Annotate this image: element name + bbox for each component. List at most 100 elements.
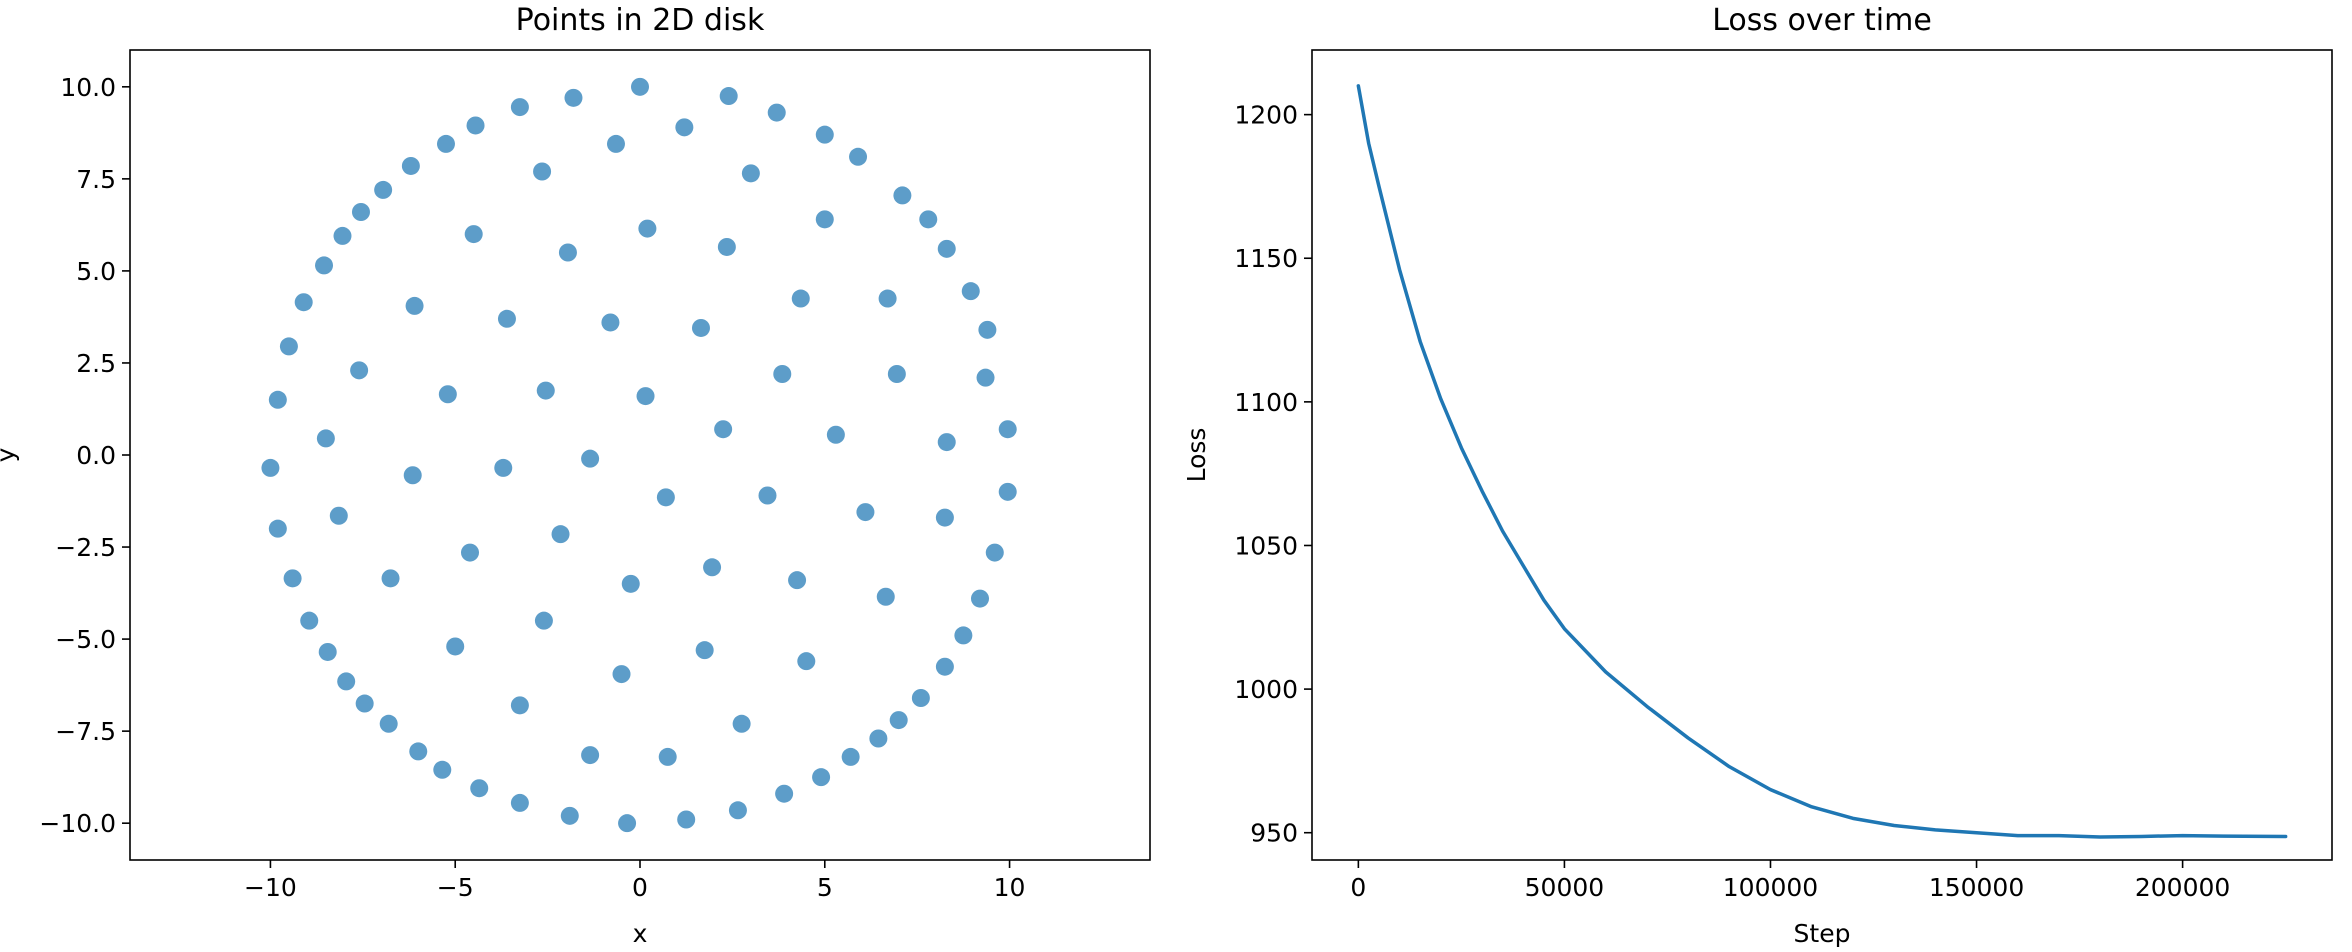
scatter-point: [658, 747, 677, 766]
scatter-point: [268, 519, 287, 538]
scatter-point: [470, 779, 489, 798]
scatter-point: [329, 506, 348, 525]
scatter-point: [279, 337, 298, 356]
scatter-point: [405, 296, 424, 315]
scatter-point: [510, 696, 529, 715]
scatter-point: [433, 760, 452, 779]
scatter-y-tick-label: 0.0: [76, 441, 116, 470]
loss-x-tick-label: 200000: [2135, 873, 2230, 902]
scatter-plot-frame: [129, 49, 1151, 861]
scatter-point: [937, 239, 956, 258]
scatter-point: [849, 147, 868, 166]
scatter-y-tick-label: −10.0: [39, 809, 116, 838]
scatter-point: [636, 387, 655, 406]
scatter-point: [409, 742, 428, 761]
scatter-point: [564, 88, 583, 107]
scatter-point: [601, 313, 620, 332]
scatter-x-tick-label: 10: [994, 873, 1026, 902]
scatter-point: [581, 746, 600, 765]
scatter-point: [551, 525, 570, 544]
scatter-point: [961, 282, 980, 301]
scatter-point: [978, 320, 997, 339]
scatter-point: [261, 458, 280, 477]
scatter-point: [797, 652, 816, 671]
scatter-point: [937, 433, 956, 452]
loss-plot-frame: [1311, 49, 2333, 861]
scatter-point: [911, 689, 930, 707]
scatter-point: [560, 806, 579, 825]
scatter-y-tick-label: 10.0: [60, 73, 116, 102]
scatter-point: [998, 420, 1017, 439]
scatter-point: [976, 368, 995, 387]
loss-y-tick-label: 1000: [1234, 675, 1298, 704]
scatter-point: [461, 543, 479, 562]
scatter-y-axis-label: y: [0, 447, 20, 462]
scatter-point: [815, 125, 834, 144]
loss-x-tick-label: 0: [1350, 873, 1366, 902]
scatter-point: [438, 385, 457, 404]
scatter-point: [815, 210, 834, 229]
scatter-point: [300, 611, 319, 630]
scatter-points: [261, 77, 1017, 833]
scatter-y-tick-label: −5.0: [55, 625, 116, 654]
scatter-point: [466, 116, 485, 135]
scatter-y-tick-label: 7.5: [76, 165, 116, 194]
scatter-point: [446, 637, 465, 656]
scatter-point: [510, 793, 529, 812]
loss-x-tick-label: 100000: [1723, 873, 1818, 902]
loss-chart: Loss over time 0 50000 100000 150000 200000 …: [1182, 3, 2333, 948]
scatter-point: [691, 318, 710, 337]
scatter-point: [510, 98, 529, 117]
scatter-point: [717, 237, 736, 256]
scatter-point: [971, 589, 989, 608]
scatter-point: [618, 814, 637, 833]
scatter-point: [876, 587, 895, 606]
loss-y-tick-label: 1050: [1234, 531, 1298, 560]
scatter-point: [812, 768, 831, 787]
scatter-point: [741, 164, 760, 183]
scatter-point: [826, 425, 845, 444]
scatter-x-tick-label: 5: [817, 873, 833, 902]
scatter-point: [268, 390, 287, 409]
scatter-point: [403, 466, 422, 485]
scatter-point: [773, 365, 792, 383]
scatter-point: [954, 626, 973, 645]
scatter-point: [612, 665, 631, 684]
scatter-point: [869, 729, 888, 748]
scatter-x-tick-label: −5: [437, 873, 474, 902]
scatter-y-tick-label: −7.5: [55, 717, 116, 746]
scatter-point: [767, 103, 786, 122]
scatter-point: [350, 361, 369, 380]
scatter-point: [536, 381, 555, 400]
loss-x-ticks: 0 50000 100000 150000 200000: [1350, 860, 2230, 902]
loss-x-tick-label: 150000: [1929, 873, 2024, 902]
scatter-point: [714, 420, 733, 439]
scatter-point: [893, 186, 912, 205]
scatter-point: [935, 657, 954, 676]
scatter-point: [464, 225, 483, 244]
scatter-x-tick-label: 0: [632, 873, 648, 902]
scatter-point: [935, 508, 954, 527]
scatter-y-tick-label: 2.5: [76, 349, 116, 378]
scatter-point: [732, 714, 751, 733]
loss-y-tick-label: 1150: [1234, 244, 1298, 273]
scatter-x-axis-label: x: [633, 919, 648, 948]
scatter-point: [703, 558, 722, 577]
scatter-point: [533, 162, 552, 181]
scatter-point: [887, 365, 906, 383]
scatter-point: [558, 243, 577, 262]
scatter-point: [316, 429, 335, 448]
scatter-point: [675, 118, 694, 137]
loss-y-tick-label: 950: [1250, 819, 1298, 848]
scatter-point: [283, 569, 302, 588]
loss-x-tick-label: 50000: [1525, 873, 1605, 902]
loss-y-tick-label: 1100: [1234, 388, 1298, 417]
scatter-point: [695, 641, 714, 660]
scatter-point: [374, 180, 393, 199]
scatter-chart-title: Points in 2D disk: [516, 3, 765, 38]
scatter-point: [315, 256, 334, 275]
scatter-point: [379, 714, 398, 733]
scatter-point: [534, 611, 553, 630]
scatter-point: [919, 210, 938, 229]
scatter-point: [856, 503, 875, 522]
